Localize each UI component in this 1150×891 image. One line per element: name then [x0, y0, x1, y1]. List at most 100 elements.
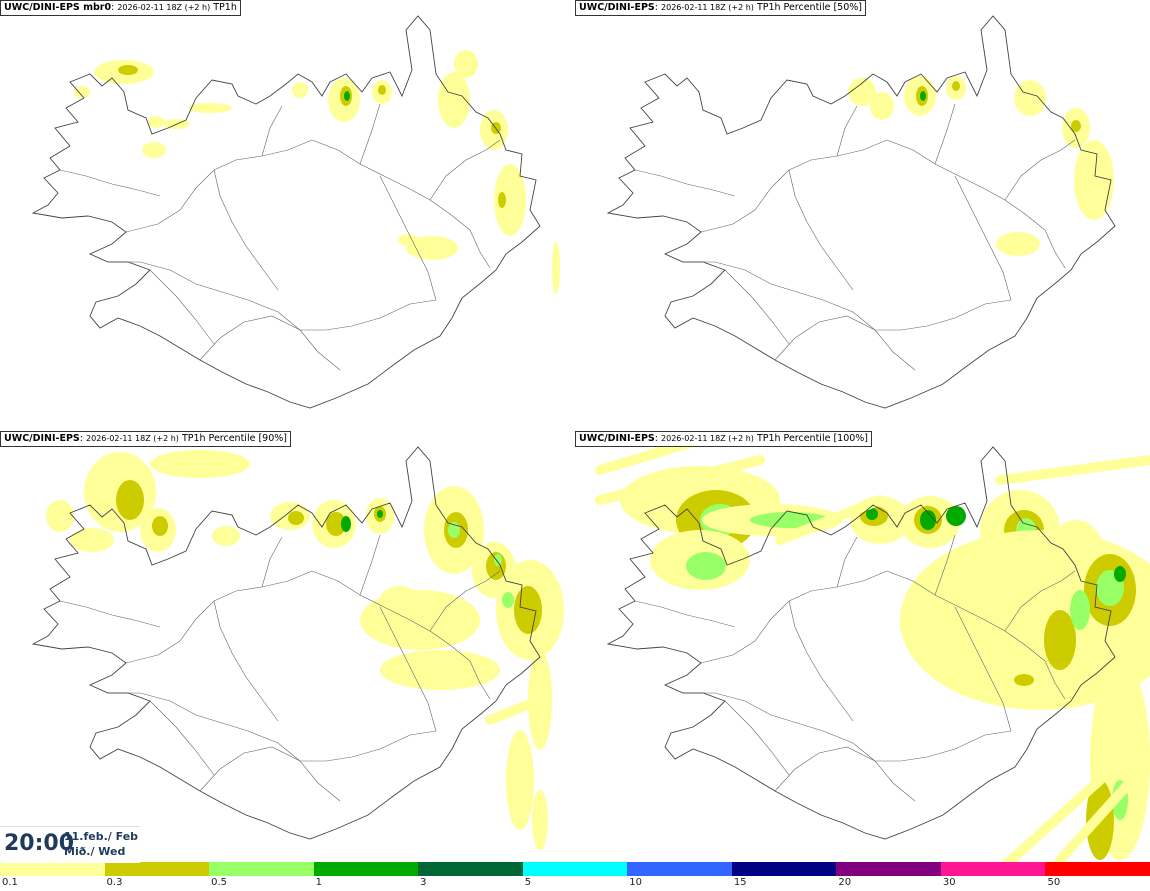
precip-area: [288, 511, 304, 525]
precip-area: [150, 450, 250, 478]
precip-area: [188, 103, 232, 113]
precip-area: [870, 92, 894, 120]
map-panel-p100: UWC/DINI-EPS: 2026-02-11 18Z (+2 h) TP1h…: [575, 431, 1150, 862]
precip-area: [1114, 566, 1126, 582]
road-line: [300, 299, 437, 331]
precip-band: [1001, 775, 1105, 862]
legend-swatch: [522, 862, 628, 876]
legend-swatch: [836, 862, 942, 876]
precip-area: [506, 730, 534, 830]
precipitation-color-legend: 0.1 0.3 0.5 1 3 5 10 15 20 30 50: [0, 862, 1150, 891]
precip-area: [344, 91, 350, 101]
legend-swatch: [940, 862, 1046, 876]
legend-swatch: [627, 862, 733, 876]
legend-swatch: [209, 862, 315, 876]
legend-swatch: [731, 862, 837, 876]
road-line: [683, 261, 916, 371]
legend-tick-label: 5: [524, 877, 532, 888]
road-line: [934, 103, 956, 165]
road-line: [213, 169, 279, 291]
precip-field: [46, 450, 564, 850]
road-line: [886, 570, 1046, 662]
precip-area: [46, 500, 74, 532]
road-line: [875, 299, 1012, 331]
precip-area: [378, 85, 386, 95]
road-line: [261, 536, 283, 588]
precip-area: [377, 510, 383, 518]
valid-weekday: Mið./ Wed: [64, 845, 126, 858]
precip-field: [848, 76, 1114, 256]
precip-area: [142, 142, 166, 158]
road-line: [108, 261, 341, 371]
map-panel-p50: UWC/DINI-EPS: 2026-02-11 18Z (+2 h) TP1h…: [575, 0, 1150, 431]
road-line: [125, 570, 313, 664]
precip-area: [148, 116, 164, 128]
legend-tick-label: 0.5: [211, 877, 227, 888]
precip-band: [485, 695, 545, 725]
coastline: [31, 15, 541, 409]
road-line: [199, 315, 301, 361]
road-line: [836, 536, 858, 588]
road-line: [1044, 229, 1066, 269]
valid-time: 20:00: [4, 831, 75, 856]
road-line: [59, 169, 161, 197]
legend-swatch: [1045, 862, 1150, 876]
precip-area: [498, 192, 506, 208]
road-line: [311, 139, 471, 231]
road-line: [108, 692, 341, 802]
precip-band: [995, 455, 1150, 485]
road-line: [724, 700, 790, 776]
precip-area: [398, 234, 418, 246]
precip-area: [212, 526, 240, 546]
precip-area: [341, 516, 351, 532]
road-line: [359, 534, 381, 596]
precip-area: [866, 508, 878, 520]
precip-area: [438, 72, 470, 128]
panel-title: UWC/DINI-EPS: 2026-02-11 18Z (+2 h) TP1h…: [575, 0, 866, 16]
road-line: [261, 105, 283, 157]
road-line: [1044, 660, 1066, 700]
precip-area: [1070, 590, 1090, 630]
precip-map: [595, 435, 1150, 862]
valid-time-box: 20:00 11.feb./ Feb Mið./ Wed: [0, 826, 140, 863]
road-line: [788, 600, 854, 722]
precip-area: [380, 650, 500, 690]
legend-tick-label: 0.3: [106, 877, 123, 888]
precip-area: [532, 790, 548, 850]
road-line: [836, 105, 858, 157]
precip-map: [31, 446, 564, 850]
road-line: [469, 229, 491, 269]
precip-area: [920, 91, 926, 101]
road-line: [359, 103, 381, 165]
coastline: [31, 446, 541, 840]
precip-area: [686, 552, 726, 580]
road-line: [311, 570, 471, 662]
road-line: [300, 730, 437, 762]
road-line: [774, 746, 876, 792]
road-line: [379, 175, 437, 301]
precip-map: [606, 15, 1116, 409]
road-line: [1004, 139, 1076, 201]
precip-band: [595, 455, 765, 505]
precip-area: [996, 232, 1040, 256]
precip-area: [920, 510, 936, 530]
map-panel-p90: UWC/DINI-EPS: 2026-02-11 18Z (+2 h) TP1h…: [0, 431, 575, 862]
precip-area: [70, 528, 114, 552]
precip-area: [502, 592, 514, 608]
legend-tick-label: 20: [838, 877, 852, 888]
precip-field: [74, 50, 560, 294]
precip-area: [454, 50, 478, 78]
legend-tick-label: 10: [629, 877, 642, 888]
precip-area: [380, 586, 420, 614]
precip-band: [1055, 755, 1150, 862]
legend-tick-label: 15: [733, 877, 747, 888]
road-line: [213, 600, 279, 722]
precip-area: [152, 516, 168, 536]
precip-field: [595, 435, 1150, 862]
road-line: [954, 175, 1012, 301]
road-line: [724, 269, 790, 345]
precip-area: [1044, 610, 1076, 670]
precip-area: [946, 506, 966, 526]
road-line: [700, 139, 888, 233]
precip-area: [848, 78, 876, 106]
